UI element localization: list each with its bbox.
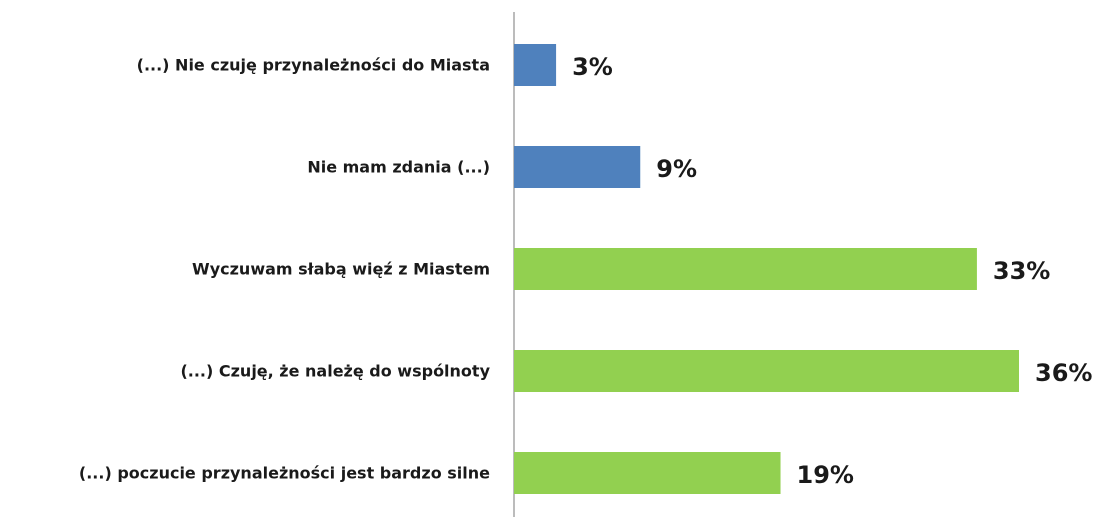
bar bbox=[514, 248, 977, 290]
value-label: 36% bbox=[1035, 359, 1092, 387]
value-label: 3% bbox=[572, 53, 613, 81]
category-label: (...) Czuję, że należę do wspólnoty bbox=[180, 362, 490, 381]
bar bbox=[514, 44, 557, 86]
category-label: Wyczuwam słabą więź z Miastem bbox=[192, 260, 490, 279]
category-label: (...) poczucie przynależności jest bardz… bbox=[79, 464, 490, 483]
category-label: (...) Nie czuję przynależności do Miasta bbox=[137, 56, 490, 75]
category-label: Nie mam zdania (...) bbox=[307, 158, 490, 177]
bar bbox=[514, 146, 641, 188]
value-label: 9% bbox=[656, 155, 697, 183]
value-label: 19% bbox=[797, 461, 854, 489]
value-label: 33% bbox=[993, 257, 1050, 285]
bar bbox=[514, 350, 1019, 392]
bar bbox=[514, 452, 781, 494]
